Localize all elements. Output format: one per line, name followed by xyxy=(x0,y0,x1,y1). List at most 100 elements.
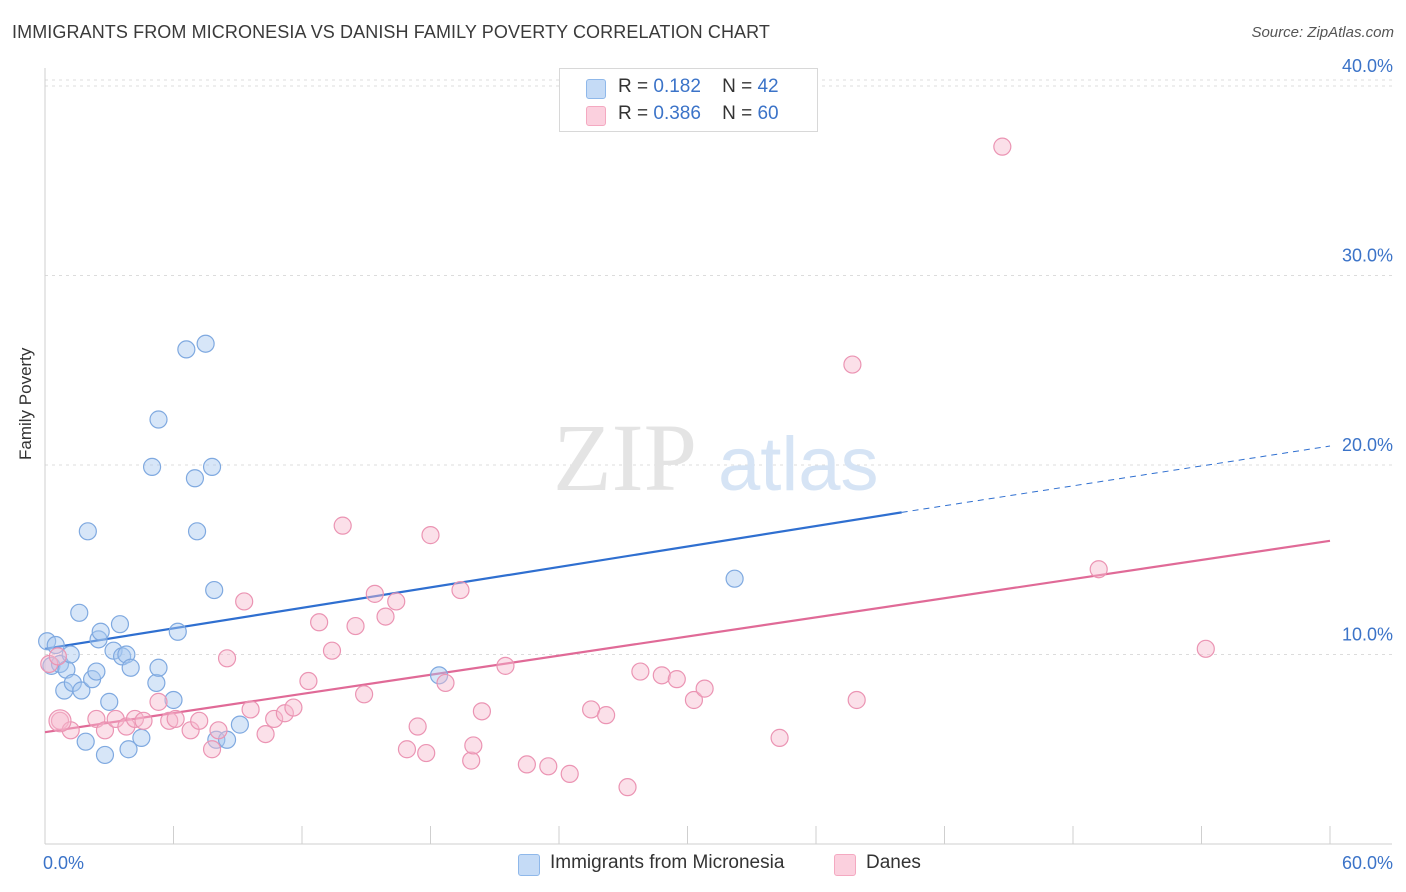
point-micronesia xyxy=(187,522,207,541)
point-micronesia xyxy=(91,622,110,641)
point-micronesia xyxy=(185,469,205,488)
y-tick-label: 20.0% xyxy=(1342,435,1393,455)
legend-n-label: N = xyxy=(722,103,753,124)
point-danes xyxy=(284,698,303,717)
point-danes xyxy=(235,592,254,611)
point-danes xyxy=(95,721,115,740)
point-micronesia xyxy=(89,630,108,649)
point-danes xyxy=(241,700,260,719)
bottom-legend-label-danes: Danes xyxy=(866,852,921,873)
point-danes xyxy=(365,584,384,603)
point-danes xyxy=(355,685,374,704)
point-danes xyxy=(397,740,417,759)
point-danes xyxy=(346,616,365,636)
point-micronesia xyxy=(72,681,91,700)
point-danes xyxy=(134,711,153,730)
watermark-atlas: atlas xyxy=(718,422,879,507)
trend-lines xyxy=(44,445,1331,734)
trend-line-danes xyxy=(44,539,1331,734)
y-axis-label: Family Poverty xyxy=(16,347,35,460)
legend-r-value-danes: 0.386 xyxy=(653,103,701,124)
point-danes xyxy=(684,690,704,710)
point-danes xyxy=(847,690,866,710)
point-micronesia xyxy=(87,662,106,681)
point-micronesia xyxy=(205,580,224,600)
point-danes xyxy=(560,764,579,783)
point-danes xyxy=(333,516,352,535)
point-danes xyxy=(652,666,671,685)
point-micronesia xyxy=(149,658,168,677)
point-danes xyxy=(160,711,179,730)
legend-r-label: R = xyxy=(618,76,649,97)
point-micronesia xyxy=(100,692,119,711)
point-danes xyxy=(993,137,1012,156)
point-danes xyxy=(472,702,491,721)
point-micronesia xyxy=(70,603,89,622)
point-micronesia xyxy=(110,615,130,634)
point-danes xyxy=(451,580,470,600)
point-danes xyxy=(436,673,455,693)
point-danes xyxy=(464,736,483,755)
legend-swatch-danes xyxy=(586,106,606,126)
point-micronesia xyxy=(46,635,65,655)
legend-r-value-micronesia: 0.182 xyxy=(653,76,701,97)
point-danes xyxy=(256,724,275,744)
bottom-legend-label-micronesia: Immigrants from Micronesia xyxy=(550,852,785,873)
point-micronesia xyxy=(142,457,162,476)
point-micronesia xyxy=(196,334,215,353)
point-danes xyxy=(299,671,318,691)
data-points xyxy=(38,137,1215,797)
point-danes xyxy=(597,706,616,725)
tick-labels: 10.0% 20.0% 30.0% 40.0% 0.0% 60.0% xyxy=(43,56,1393,873)
y-tick-label: 10.0% xyxy=(1342,625,1393,645)
point-micronesia xyxy=(147,673,166,693)
bottom-legend: Immigrants from Micronesia Danes xyxy=(0,852,1406,878)
point-danes xyxy=(106,709,125,729)
point-micronesia xyxy=(76,732,95,751)
trend-line-micronesia-extension xyxy=(901,445,1331,513)
x-tick-label-min: 0.0% xyxy=(43,853,84,873)
point-micronesia xyxy=(149,410,168,429)
trend-line-micronesia xyxy=(44,511,902,650)
point-danes xyxy=(695,679,714,698)
axes xyxy=(44,68,1392,845)
point-danes xyxy=(322,641,342,660)
x-tick-label-max: 60.0% xyxy=(1342,853,1393,873)
point-micronesia xyxy=(429,666,449,685)
legend-swatch-micronesia xyxy=(586,79,606,99)
point-micronesia xyxy=(177,340,196,359)
bottom-legend-swatch-danes xyxy=(834,854,856,876)
point-micronesia xyxy=(95,745,115,765)
gridlines xyxy=(45,79,1392,655)
point-danes xyxy=(387,592,406,611)
point-danes-large xyxy=(48,709,72,733)
point-danes xyxy=(202,740,222,759)
legend: R = 0.182 N = 42 R = 0.386 N = 60 xyxy=(559,68,818,132)
point-danes xyxy=(209,721,228,740)
point-danes xyxy=(421,526,440,545)
point-danes xyxy=(462,751,481,770)
legend-r-label: R = xyxy=(618,103,649,124)
point-danes xyxy=(496,656,515,675)
point-danes xyxy=(1196,639,1215,658)
point-danes xyxy=(631,662,650,681)
point-micronesia xyxy=(230,715,249,734)
watermark-zip: ZIP xyxy=(553,404,697,511)
point-danes xyxy=(48,647,67,666)
point-danes xyxy=(618,778,637,797)
point-danes xyxy=(376,607,395,626)
point-danes xyxy=(1089,560,1108,579)
point-danes xyxy=(265,709,284,729)
legend-n-label: N = xyxy=(722,76,753,97)
point-micronesia xyxy=(119,740,138,759)
point-micronesia xyxy=(121,658,140,677)
legend-n-value-micronesia: 42 xyxy=(757,76,779,97)
point-danes xyxy=(539,757,558,776)
point-danes xyxy=(408,717,427,736)
point-micronesia xyxy=(164,690,183,710)
point-danes xyxy=(843,355,862,374)
point-micronesia xyxy=(38,632,57,651)
bottom-legend-swatch-micronesia xyxy=(518,854,540,876)
point-danes xyxy=(217,649,237,668)
